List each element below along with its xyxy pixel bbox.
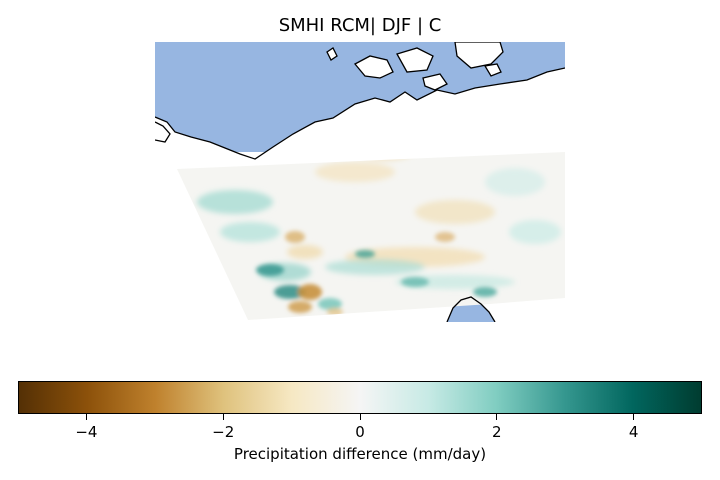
colorbar-tick [359, 414, 361, 420]
island [155, 122, 170, 142]
map-title: SMHI RCM| DJF | C [278, 15, 442, 36]
precipitation-difference-map [155, 42, 565, 322]
colorbar-tick-label: 2 [492, 423, 502, 441]
colorbar-tick-label: −4 [75, 423, 98, 441]
colorbar [18, 381, 702, 414]
colorbar-tick [222, 414, 224, 420]
colorbar-tick-label: −2 [212, 423, 235, 441]
colorbar-tick-label: 4 [628, 423, 639, 441]
island [397, 48, 433, 72]
land-area [155, 68, 565, 159]
island [423, 74, 447, 90]
coastline [155, 42, 565, 322]
colorbar-label: Precipitation difference (mm/day) [233, 445, 487, 463]
precipitation-field [177, 152, 565, 320]
colorbar-tick [85, 414, 87, 420]
colorbar-tick [496, 414, 498, 420]
island [455, 42, 503, 68]
colorbar-tick-label: 0 [355, 423, 365, 441]
island [355, 56, 393, 78]
colorbar-tick [633, 414, 635, 420]
